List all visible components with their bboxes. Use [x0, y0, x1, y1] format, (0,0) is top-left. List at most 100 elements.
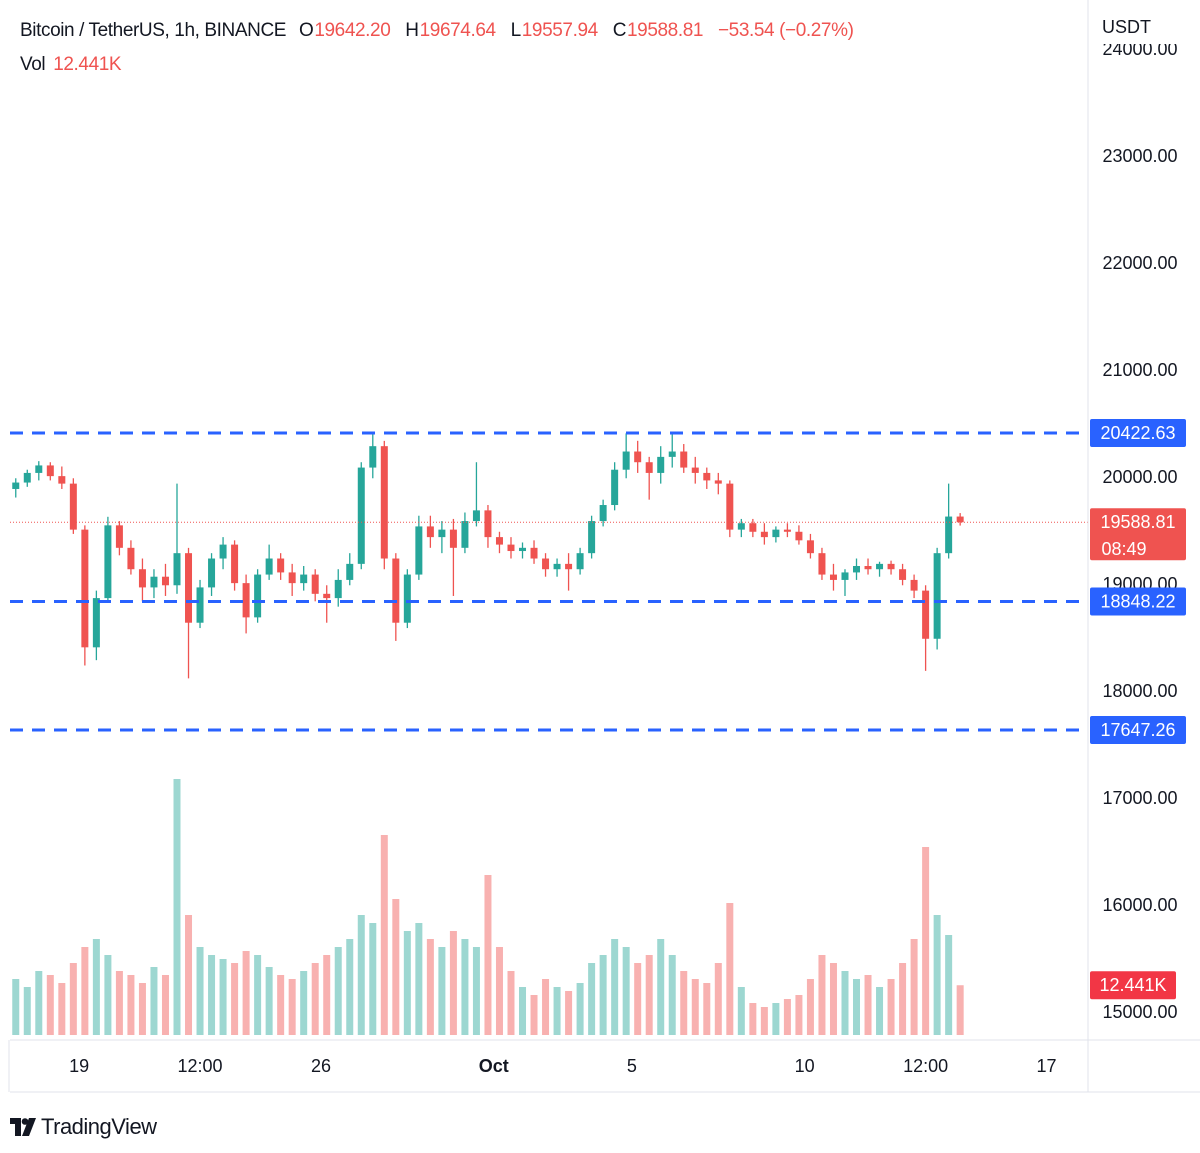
last-price-label: 19588.81 — [1100, 512, 1175, 532]
volume-bar — [588, 963, 596, 1035]
volume-bar — [12, 979, 20, 1035]
candle-body — [254, 574, 262, 618]
volume-bar — [737, 987, 745, 1035]
volume-bar — [899, 963, 907, 1035]
volume-bar — [795, 995, 803, 1035]
volume-bar — [380, 835, 388, 1035]
candle-body — [484, 510, 492, 538]
volume-bar — [288, 979, 296, 1035]
volume-bar — [703, 983, 711, 1035]
candle-body — [611, 469, 619, 506]
volume-bar — [81, 947, 89, 1035]
volume-bar — [208, 955, 216, 1035]
candle-body — [161, 576, 169, 586]
volume-name: Vol — [20, 54, 46, 75]
volume-bar — [933, 915, 941, 1035]
candle-body — [542, 558, 550, 570]
volume-bar — [231, 963, 239, 1035]
volume-bar — [945, 935, 953, 1035]
candle-body — [876, 563, 884, 570]
volume-bar — [403, 931, 411, 1035]
ohlc-key: L — [510, 20, 522, 41]
candle-body — [472, 510, 480, 522]
currency: USDT — [1102, 17, 1151, 37]
volume-bar — [138, 983, 146, 1035]
volume-badge — [1090, 971, 1176, 1000]
volume-bar — [876, 987, 884, 1035]
volume-bar — [185, 915, 193, 1035]
candle-body — [185, 553, 193, 623]
candle-body — [23, 472, 31, 483]
volume-bar — [519, 987, 527, 1035]
candle-body — [841, 572, 849, 580]
candle-body — [783, 529, 791, 532]
volume-bar — [369, 923, 377, 1035]
volume-bar — [622, 947, 630, 1035]
candle-body — [657, 456, 665, 473]
candle-body — [933, 553, 941, 639]
candle-body — [864, 566, 872, 570]
candle-body — [265, 558, 273, 575]
volume-bar — [242, 951, 250, 1035]
volume-bar — [161, 975, 169, 1035]
volume-bar — [58, 983, 66, 1035]
volume-bar — [484, 875, 492, 1035]
candle-body — [461, 521, 469, 548]
level-label: 18848.22 — [1100, 591, 1175, 611]
volume-bar — [357, 915, 365, 1035]
candle-body — [922, 590, 930, 639]
volume-bar — [46, 975, 54, 1035]
volume-bar — [599, 955, 607, 1035]
volume-bar — [760, 1007, 768, 1035]
volume-bar — [749, 1003, 757, 1035]
volume-bar — [691, 979, 699, 1035]
candle-body — [369, 446, 377, 468]
volume-bar — [565, 991, 573, 1035]
candle-body — [208, 558, 216, 588]
y-tick-label: 21000.00 — [1102, 360, 1177, 380]
volume-row: Vol 12.441K — [20, 54, 864, 88]
level-label: 20422.63 — [1100, 423, 1175, 443]
candle-body — [35, 465, 43, 473]
y-tick-label: 15000.00 — [1102, 1002, 1177, 1022]
volume-bar — [69, 963, 77, 1035]
ohlc-value: 19588.81 — [627, 20, 704, 41]
brand: TradingView — [41, 1114, 157, 1139]
volume-bar — [323, 955, 331, 1035]
volume-bar — [841, 971, 849, 1035]
countdown: 08:49 — [1101, 539, 1146, 559]
candle-body — [173, 553, 181, 586]
candle-body — [69, 483, 77, 530]
level-label: 17647.26 — [1100, 720, 1175, 740]
candle-body — [288, 572, 296, 584]
candle-body — [576, 553, 584, 570]
candle-body — [127, 547, 135, 570]
y-tick-label: 24000.00 — [1102, 39, 1177, 59]
candle-body — [588, 521, 596, 554]
ohlc-value: 19557.94 — [521, 20, 598, 41]
candle-body — [737, 523, 745, 530]
volume-bar — [507, 971, 515, 1035]
volume-bar — [806, 979, 814, 1035]
volume-bar — [277, 975, 285, 1035]
y-tick-label: 20000.00 — [1102, 467, 1177, 487]
volume-bar — [864, 975, 872, 1035]
candle-body — [196, 587, 204, 623]
volume-bar — [611, 939, 619, 1035]
volume-bar — [150, 967, 158, 1035]
candle-body — [300, 574, 308, 584]
candle-body — [691, 467, 699, 473]
candle-body — [899, 569, 907, 580]
candle-body — [242, 583, 250, 618]
candle-body — [599, 505, 607, 522]
volume-bar — [196, 947, 204, 1035]
volume-bar — [461, 939, 469, 1035]
candle-body — [795, 531, 803, 541]
volume-bar — [449, 931, 457, 1035]
candle-body — [219, 544, 227, 559]
volume-bar — [173, 779, 181, 1035]
candle-body — [680, 451, 688, 468]
volume-bar — [726, 903, 734, 1035]
volume-bar — [92, 939, 100, 1035]
